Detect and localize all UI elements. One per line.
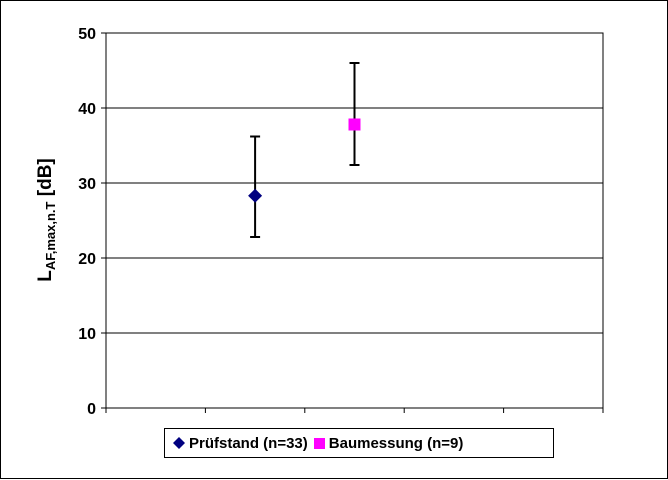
y-tick-label: 10 — [78, 326, 96, 343]
legend-item-pruefstand: Prüfstand (n=33) — [173, 435, 308, 452]
legend-label-pruefstand: Prüfstand (n=33) — [189, 434, 308, 452]
series-0 — [248, 135, 263, 238]
legend-label-baumessung: Baumessung (n=9) — [328, 434, 464, 452]
y-axis-label: LAF,max,n.T [dB] — [35, 158, 58, 282]
y-axis-label-main: L — [35, 270, 56, 282]
square-marker-icon — [313, 437, 325, 449]
y-axis-ticks — [101, 32, 106, 409]
y-tick-label: 40 — [78, 101, 96, 118]
x-axis-ticks — [105, 408, 604, 413]
diamond-marker-icon — [173, 437, 185, 449]
legend-item-baumessung: Baumessung (n=9) — [313, 434, 464, 452]
y-tick-label: 0 — [87, 401, 96, 418]
y-tick-label: 50 — [78, 26, 96, 43]
legend: Prüfstand (n=33) Baumessung (n=9) — [164, 428, 554, 458]
data-point-diamond — [248, 188, 263, 203]
y-axis-tick-labels: 0 10 20 30 40 50 — [78, 26, 96, 418]
data-point-square — [348, 118, 361, 131]
y-axis-label-unit: [dB] — [35, 158, 56, 201]
y-tick-label: 20 — [78, 251, 96, 268]
y-tick-label: 30 — [78, 176, 96, 193]
series-1 — [348, 62, 361, 166]
data-marks — [248, 62, 361, 238]
y-axis-label-sub: AF,max,n.T — [43, 201, 58, 270]
